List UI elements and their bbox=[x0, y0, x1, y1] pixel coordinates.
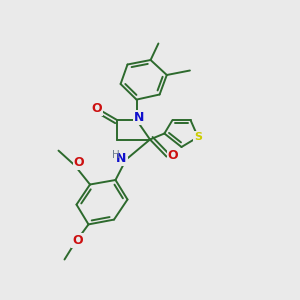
Text: O: O bbox=[91, 102, 102, 115]
Text: N: N bbox=[116, 152, 127, 165]
Text: H: H bbox=[112, 150, 120, 160]
Text: N: N bbox=[134, 111, 145, 124]
Text: S: S bbox=[194, 132, 202, 142]
Text: O: O bbox=[72, 234, 83, 247]
Text: O: O bbox=[74, 155, 84, 169]
Text: O: O bbox=[168, 148, 178, 162]
